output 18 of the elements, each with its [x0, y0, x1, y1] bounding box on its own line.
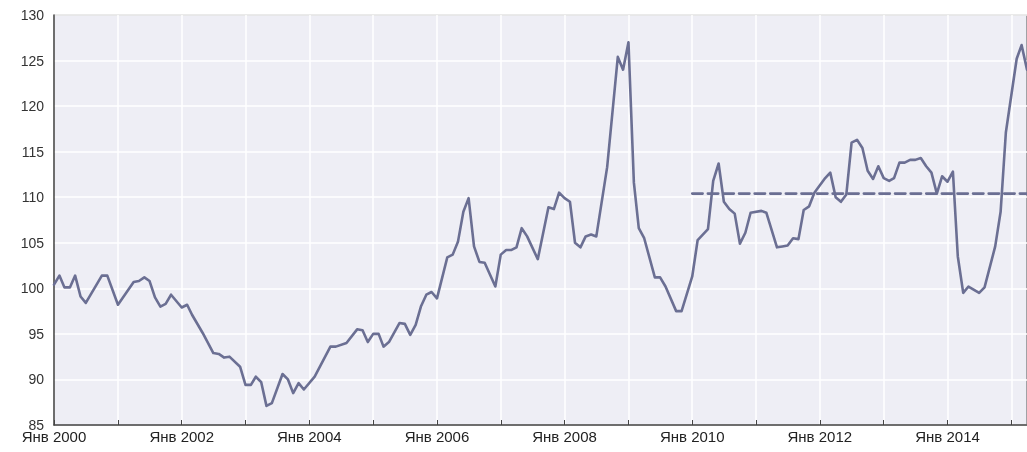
- y-tick-label: 90: [28, 371, 45, 388]
- y-tick-label: 130: [20, 7, 45, 23]
- y-tick-label: 125: [20, 52, 45, 69]
- y-tick-label: 85: [28, 417, 45, 433]
- line-series: [52, 41, 1027, 408]
- x-tick-label: Янв 2002: [149, 428, 215, 445]
- y-tick-label: 105: [20, 234, 45, 251]
- x-tick-label: Янв 2012: [787, 428, 853, 445]
- x-tick-label: Янв 2010: [659, 428, 725, 445]
- x-tick-label: Янв 2014: [915, 428, 980, 445]
- y-tick-label: 110: [21, 189, 45, 206]
- x-tick-label: Янв 2008: [532, 428, 597, 445]
- y-tick-label: 95: [28, 325, 45, 342]
- y-tick-label: 100: [20, 280, 45, 297]
- x-tick-label: Янв 2004: [276, 428, 342, 445]
- y-tick-label: 115: [21, 143, 45, 160]
- y-tick-label: 120: [20, 98, 45, 115]
- x-tick-label: Янв 2006: [404, 428, 470, 445]
